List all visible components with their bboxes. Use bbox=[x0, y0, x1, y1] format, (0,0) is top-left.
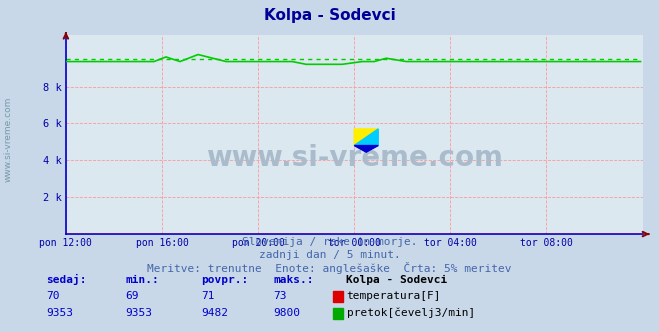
Text: zadnji dan / 5 minut.: zadnji dan / 5 minut. bbox=[258, 250, 401, 260]
Text: sedaj:: sedaj: bbox=[46, 274, 86, 285]
Text: pretok[čevelj3/min]: pretok[čevelj3/min] bbox=[347, 307, 475, 318]
Text: maks.:: maks.: bbox=[273, 275, 314, 285]
Text: Meritve: trenutne  Enote: anglešaške  Črta: 5% meritev: Meritve: trenutne Enote: anglešaške Črta… bbox=[147, 262, 512, 274]
Text: 71: 71 bbox=[201, 291, 214, 301]
Text: min.:: min.: bbox=[125, 275, 159, 285]
Text: 9353: 9353 bbox=[46, 308, 73, 318]
Text: 70: 70 bbox=[46, 291, 59, 301]
Text: 9482: 9482 bbox=[201, 308, 228, 318]
Text: 69: 69 bbox=[125, 291, 138, 301]
Text: povpr.:: povpr.: bbox=[201, 275, 248, 285]
Text: 9800: 9800 bbox=[273, 308, 301, 318]
Polygon shape bbox=[355, 129, 378, 145]
Text: 9353: 9353 bbox=[125, 308, 152, 318]
Text: Kolpa - Sodevci: Kolpa - Sodevci bbox=[346, 275, 447, 285]
Text: www.si-vreme.com: www.si-vreme.com bbox=[206, 144, 503, 172]
Text: Slovenija / reke in morje.: Slovenija / reke in morje. bbox=[242, 237, 417, 247]
Text: www.si-vreme.com: www.si-vreme.com bbox=[3, 97, 13, 182]
Text: temperatura[F]: temperatura[F] bbox=[347, 291, 441, 301]
Text: 73: 73 bbox=[273, 291, 287, 301]
Polygon shape bbox=[355, 129, 378, 145]
Text: Kolpa - Sodevci: Kolpa - Sodevci bbox=[264, 8, 395, 23]
Polygon shape bbox=[355, 145, 378, 152]
